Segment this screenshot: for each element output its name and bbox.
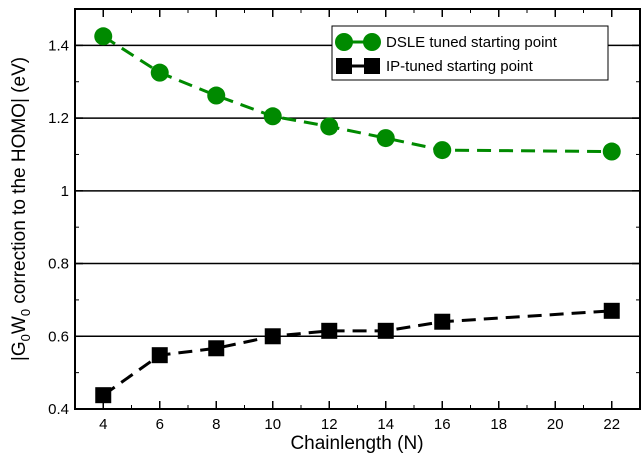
legend: DSLE tuned starting point IP-tuned starti… bbox=[331, 25, 609, 81]
x-tick-label: 14 bbox=[377, 416, 394, 433]
data-point bbox=[434, 313, 451, 330]
data-point bbox=[94, 27, 113, 46]
data-point bbox=[433, 141, 452, 160]
data-point bbox=[151, 347, 168, 364]
legend-marker bbox=[364, 58, 380, 74]
data-point bbox=[377, 322, 394, 339]
data-point bbox=[264, 328, 281, 345]
x-tick-label: 10 bbox=[264, 416, 281, 433]
legend-marker bbox=[335, 33, 353, 51]
x-tick-label: 6 bbox=[156, 416, 164, 433]
y-tick-label: 1.2 bbox=[48, 110, 69, 127]
data-point bbox=[208, 340, 225, 357]
x-tick-label: 22 bbox=[603, 416, 620, 433]
data-point bbox=[95, 387, 112, 404]
series-line bbox=[102, 35, 612, 154]
y-tick-label: 1 bbox=[61, 183, 69, 200]
data-point bbox=[321, 322, 338, 339]
data-point bbox=[150, 63, 169, 82]
series-1 bbox=[94, 27, 621, 161]
data-point bbox=[320, 117, 339, 136]
x-axis-title: Chainlength (N) bbox=[290, 433, 423, 454]
x-tick-label: 16 bbox=[434, 416, 451, 433]
data-point bbox=[376, 129, 395, 148]
legend-entry: DSLE tuned starting point bbox=[335, 33, 558, 51]
legend-marker bbox=[363, 33, 381, 51]
grid-lines bbox=[75, 44, 640, 338]
y-axis-title: |G0W0 correction to the HOMO| (eV) bbox=[9, 57, 33, 361]
x-tick-label: 12 bbox=[321, 416, 338, 433]
x-tick-label: 18 bbox=[490, 416, 507, 433]
x-tick-label: 4 bbox=[99, 416, 107, 433]
legend-label: DSLE tuned starting point bbox=[386, 34, 558, 51]
y-tick-label: 0.8 bbox=[48, 256, 69, 273]
data-point bbox=[207, 86, 226, 105]
legend-label: IP-tuned starting point bbox=[386, 58, 534, 75]
series-layer bbox=[94, 27, 621, 404]
x-tick-label: 20 bbox=[547, 416, 564, 433]
axis-ticks: 0.4 0.6 0.8 1 1.2 1.4 4 6 8 10 12 14 16 18 20 22 bbox=[48, 9, 641, 433]
legend-entry: IP-tuned starting point bbox=[336, 58, 534, 75]
y-tick-label: 0.4 bbox=[48, 401, 69, 418]
y-tick-label: 1.4 bbox=[48, 37, 69, 54]
x-tick-label: 8 bbox=[212, 416, 220, 433]
series-2 bbox=[95, 302, 620, 404]
series-line bbox=[102, 309, 612, 397]
y-tick-label: 0.6 bbox=[48, 328, 69, 345]
data-point bbox=[602, 142, 621, 161]
legend-marker bbox=[336, 58, 352, 74]
data-point bbox=[603, 302, 620, 319]
data-point bbox=[263, 107, 282, 126]
